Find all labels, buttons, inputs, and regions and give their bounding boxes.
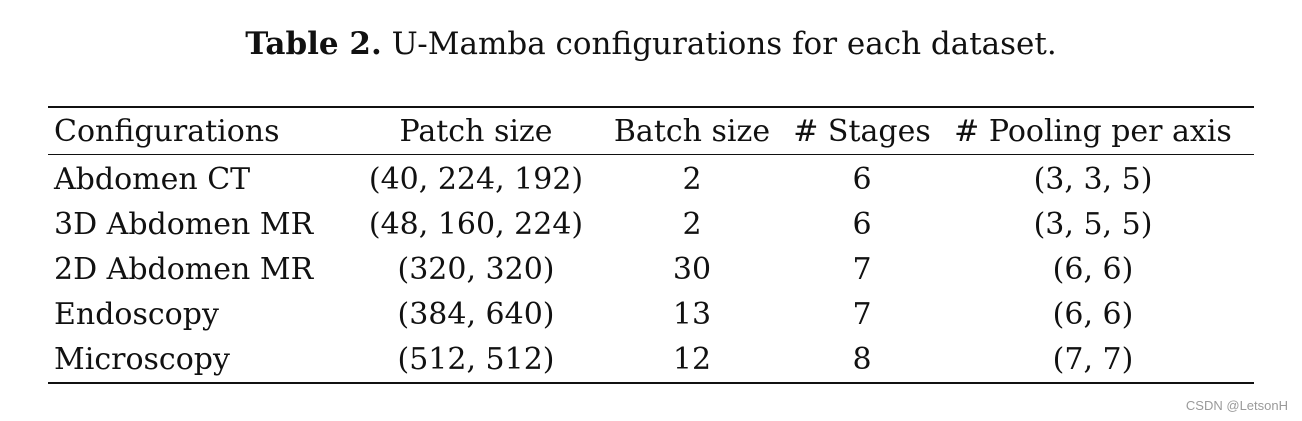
cell-configuration: 3D Abdomen MR [54,207,314,242]
cell-stages: 6 [852,207,872,242]
table-header-row: Configurations Patch size Batch size # S… [48,107,1254,155]
caption-label: Table 2. [245,26,382,62]
cell-pooling: (3, 3, 5) [1033,162,1153,197]
cell-stages: 7 [852,252,872,287]
caption-text: U-Mamba configurations for each dataset. [391,26,1057,62]
cell-batch-size: 30 [672,252,712,287]
cell-configuration: Abdomen CT [54,162,251,197]
cell-patch-size: (512, 512) [397,342,555,377]
cell-patch-size: (320, 320) [397,252,555,287]
cell-pooling: (3, 5, 5) [1033,207,1153,242]
cell-batch-size: 13 [672,297,712,332]
cell-configuration: Microscopy [54,342,230,377]
watermark: CSDN @LetsonH [1185,398,1288,413]
configurations-table: Configurations Patch size Batch size # S… [48,106,1254,384]
header-patch-size: Patch size [399,113,553,149]
table-row: 3D Abdomen MR (48, 160, 224) 2 6 (3, 5, … [48,202,1254,247]
cell-batch-size: 2 [682,162,702,197]
cell-configuration: Endoscopy [54,297,219,332]
cell-patch-size: (384, 640) [397,297,555,332]
cell-stages: 7 [852,297,872,332]
header-configurations: Configurations [54,113,280,149]
cell-batch-size: 12 [672,342,712,377]
cell-batch-size: 2 [682,207,702,242]
table-row: Microscopy (512, 512) 12 8 (7, 7) [48,337,1254,383]
table-caption: Table 2. U-Mamba configurations for each… [0,22,1302,66]
table-row: Abdomen CT (40, 224, 192) 2 6 (3, 3, 5) [48,155,1254,203]
cell-patch-size: (48, 160, 224) [368,207,584,242]
cell-pooling: (6, 6) [1052,252,1134,287]
cell-stages: 8 [852,342,872,377]
header-batch-size: Batch size [613,113,771,149]
cell-patch-size: (40, 224, 192) [368,162,584,197]
header-pooling-per-axis: # Pooling per axis [954,113,1232,149]
table-row: 2D Abdomen MR (320, 320) 30 7 (6, 6) [48,247,1254,292]
cell-stages: 6 [852,162,872,197]
table-row: Endoscopy (384, 640) 13 7 (6, 6) [48,292,1254,337]
cell-pooling: (7, 7) [1052,342,1134,377]
cell-pooling: (6, 6) [1052,297,1134,332]
cell-configuration: 2D Abdomen MR [54,252,314,287]
header-stages: # Stages [793,113,931,149]
